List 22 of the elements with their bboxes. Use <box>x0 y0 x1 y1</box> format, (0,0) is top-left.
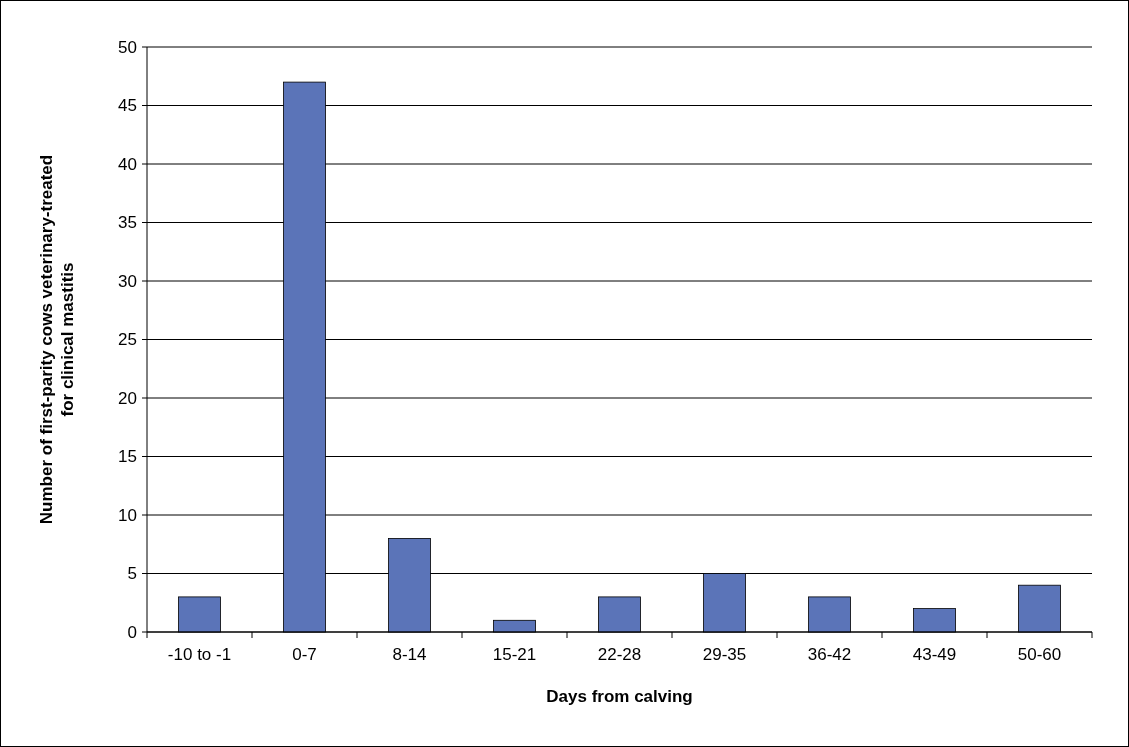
x-tick-label: 8-14 <box>392 645 427 664</box>
y-tick-label: 25 <box>118 330 137 350</box>
y-axis-title: Number of first-parity cows veterinary-treated for clinical mastitis <box>37 154 77 525</box>
y-tick-label: 50 <box>118 37 137 57</box>
x-axis-title: Days from calving <box>546 687 693 706</box>
y-tick-label: 40 <box>118 154 137 174</box>
y-tick-label: 45 <box>118 96 137 116</box>
x-tick-label: 0-7 <box>292 645 317 664</box>
y-tick-label: 0 <box>127 622 137 642</box>
x-tick-label: 29-35 <box>702 645 747 664</box>
x-tick-label: 50-60 <box>1017 645 1062 664</box>
y-tick-label: 35 <box>118 213 137 233</box>
y-tick-label: 15 <box>118 447 137 467</box>
y-tick-label: 20 <box>118 388 137 408</box>
y-tick-label: 5 <box>127 564 137 584</box>
x-tick-label: 36-42 <box>807 645 852 664</box>
x-tick-label: 43-49 <box>912 645 957 664</box>
y-tick-label: 10 <box>118 505 137 525</box>
x-tick-label: 15-21 <box>492 645 537 664</box>
x-tick-label: -10 to -1 <box>167 645 232 664</box>
y-tick-label: 30 <box>118 271 137 291</box>
x-tick-label: 22-28 <box>597 645 642 664</box>
